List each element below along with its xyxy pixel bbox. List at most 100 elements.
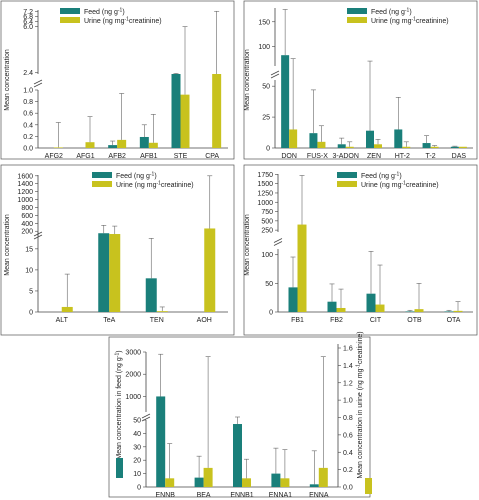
y-left-tick-label: 30 bbox=[133, 444, 141, 451]
y-tick-label: 1500 bbox=[257, 181, 273, 188]
x-tick-label: DAS bbox=[452, 153, 467, 160]
panel-frame bbox=[108, 336, 371, 498]
y-right-tick-label: 1.4 bbox=[343, 363, 353, 370]
bar-urine bbox=[458, 146, 467, 148]
y-left-tick-label: 3000 bbox=[125, 350, 141, 357]
y-left-tick-label: 50 bbox=[133, 418, 141, 425]
x-tick-label: ENNA bbox=[309, 492, 329, 499]
chart-top-left: 0.0 0.2 0.4 0.6 0.8 1.0 2.4 6.06.46.87.2 Mean co… bbox=[0, 0, 235, 160]
legend-swatch-feed bbox=[347, 8, 367, 14]
y-right-tick-label: 0.2 bbox=[343, 467, 353, 474]
y-tick-label: 6.0 bbox=[23, 24, 33, 31]
y-right-tick-label: 1.6 bbox=[343, 346, 353, 353]
bar-feed bbox=[366, 130, 374, 148]
bar-feed bbox=[337, 144, 346, 148]
bar-feed bbox=[288, 287, 298, 312]
legend-label-feed: Feed (ng g-1) bbox=[116, 172, 157, 181]
bar-urine bbox=[280, 478, 290, 487]
y-tick-label: 250 bbox=[261, 228, 273, 235]
y-right-tick-label: 0.0 bbox=[343, 485, 353, 492]
y-tick-label: 0.0 bbox=[23, 146, 33, 153]
panel-frame bbox=[243, 164, 478, 336]
y-axis-label: Mean concentration bbox=[4, 214, 11, 276]
y-tick-label: 0 bbox=[29, 310, 33, 317]
bar-urine bbox=[203, 467, 213, 487]
bar-urine bbox=[317, 141, 326, 148]
x-tick-label: TeA bbox=[103, 317, 115, 324]
y-tick-label: 0 bbox=[266, 146, 270, 153]
x-tick-label: AFG1 bbox=[76, 153, 94, 160]
bar-feed bbox=[422, 143, 431, 148]
bar-urine bbox=[414, 309, 424, 312]
legend-swatch-urine bbox=[347, 17, 367, 23]
y-tick-label: 6.4 bbox=[23, 19, 33, 26]
y-axis-label: Mean concentration bbox=[244, 49, 251, 111]
bar-urine bbox=[109, 234, 121, 312]
bar-feed bbox=[145, 278, 157, 312]
x-tick-label: ALT bbox=[56, 317, 69, 324]
bar-urine bbox=[180, 94, 190, 148]
bar-urine bbox=[289, 129, 298, 148]
legend-swatch-feed bbox=[92, 172, 112, 178]
y-tick-label: 50 bbox=[265, 281, 273, 288]
y-tick-label: 500 bbox=[261, 218, 273, 225]
y-left-tick-label: 10 bbox=[133, 471, 141, 478]
bar-urine bbox=[375, 304, 385, 312]
y-left-tick-label: 40 bbox=[133, 431, 141, 438]
legend-swatch-feed bbox=[60, 8, 80, 14]
bar-urine bbox=[156, 311, 168, 312]
bar-feed bbox=[139, 136, 149, 148]
x-tick-label: AFB2 bbox=[108, 153, 126, 160]
bar-feed bbox=[327, 301, 337, 312]
y-tick-label: 1000 bbox=[17, 197, 33, 204]
y-right-swatch-urine bbox=[365, 478, 372, 494]
legend-label-urine: Urine (ng mg-1creatinine) bbox=[371, 17, 449, 26]
axis-break bbox=[141, 413, 151, 422]
bar-urine bbox=[242, 478, 251, 487]
x-tick-label: AOH bbox=[197, 317, 212, 324]
y-left-tick-label: 20 bbox=[133, 458, 141, 465]
y-right-tick-label: 0.8 bbox=[343, 415, 353, 422]
y-tick-label: 1000 bbox=[257, 200, 273, 207]
bar-urine bbox=[117, 139, 127, 148]
y-tick-label: 50 bbox=[262, 84, 270, 91]
y-left-tick-label: 2000 bbox=[125, 372, 141, 379]
x-tick-label: ENNB bbox=[155, 492, 175, 499]
legend-swatch-urine bbox=[92, 181, 112, 187]
panel-frame bbox=[0, 164, 235, 336]
axis-break bbox=[33, 79, 43, 88]
y-right-tick-label: 1.2 bbox=[343, 380, 353, 387]
y-tick-label: 0 bbox=[269, 310, 273, 317]
legend-label-feed: Feed (ng g-1) bbox=[84, 8, 125, 17]
bar-feed bbox=[108, 145, 118, 148]
y-tick-label: 600 bbox=[21, 213, 33, 220]
bar-feed bbox=[366, 293, 376, 312]
bar-urine bbox=[53, 147, 63, 148]
y-tick-label: 7.2 bbox=[23, 9, 33, 16]
y-left-swatch-feed bbox=[116, 458, 123, 478]
y-left-tick-label: 1000 bbox=[125, 394, 141, 401]
bar-urine bbox=[148, 142, 158, 148]
x-tick-label: AFB1 bbox=[140, 153, 158, 160]
y-tick-label: 750 bbox=[261, 209, 273, 216]
y-tick-label: 15 bbox=[25, 246, 33, 253]
x-tick-label: ENNA1 bbox=[269, 492, 292, 499]
x-tick-label: STE bbox=[174, 153, 188, 160]
axis-break bbox=[33, 231, 43, 240]
x-tick-label: OTB bbox=[407, 317, 422, 324]
bar-feed bbox=[171, 74, 181, 148]
y-tick-label: 200 bbox=[21, 229, 33, 236]
legend-label-urine: Urine (ng mg-1creatinine) bbox=[116, 181, 194, 190]
y-left-tick-label: 0 bbox=[137, 485, 141, 492]
x-tick-label: 3-ADON bbox=[332, 153, 358, 160]
y-tick-label: 1250 bbox=[257, 190, 273, 197]
x-tick-label: HT-2 bbox=[395, 153, 410, 160]
y-tick-label: 2.4 bbox=[23, 70, 33, 77]
x-tick-label: TEN bbox=[150, 317, 164, 324]
y-tick-label: 0.2 bbox=[23, 134, 33, 141]
x-tick-label: OTA bbox=[447, 317, 461, 324]
y-tick-label: 0.4 bbox=[23, 122, 33, 129]
bar-feed bbox=[309, 133, 318, 148]
y-tick-label: 800 bbox=[21, 205, 33, 212]
x-tick-label: FUS-X bbox=[307, 153, 328, 160]
